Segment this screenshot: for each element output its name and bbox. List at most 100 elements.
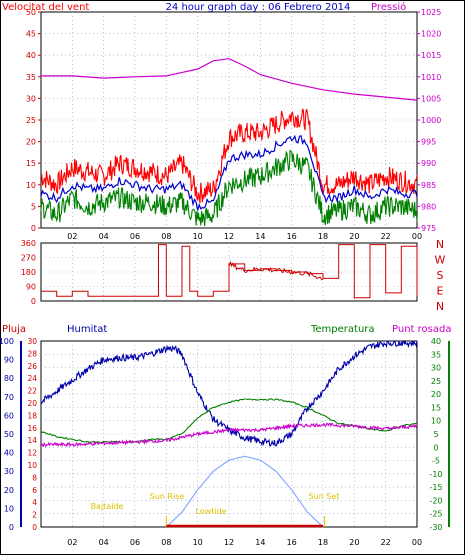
- tick-rain: 14: [27, 436, 37, 445]
- tick-rain: 16: [27, 424, 37, 433]
- tick-hour: 12: [224, 232, 234, 241]
- tick-rain: 18: [27, 411, 37, 420]
- tick-humidity: 0: [9, 523, 14, 532]
- tick-humidity: 80: [4, 374, 14, 383]
- tick-rain: 8: [32, 473, 37, 482]
- tick-temperature: 20: [431, 390, 441, 399]
- title-date: 24 hour graph day : 06 Febrero 2014: [166, 2, 351, 13]
- series-humidity: [40, 339, 418, 447]
- tick-temperature: -25: [429, 510, 442, 519]
- tick-rain: 26: [27, 362, 37, 371]
- tick-rain: 22: [27, 387, 37, 396]
- tick-hour: 02: [67, 232, 77, 241]
- compass-label: S: [437, 269, 444, 282]
- tick-wind-speed: 40: [26, 51, 36, 60]
- tick-hour: 10: [193, 232, 203, 241]
- tick-direction: 270: [21, 254, 36, 263]
- tick-rain: 28: [27, 349, 37, 358]
- tick-hour: 20: [349, 232, 359, 241]
- tick-humidity: 90: [4, 356, 14, 365]
- tick-rain: 10: [27, 461, 37, 470]
- tick-temperature: -15: [429, 483, 442, 492]
- tick-humidity: 60: [4, 411, 14, 420]
- series-wind-direction-detail: [228, 260, 324, 281]
- tick-wind-speed: 5: [31, 202, 36, 211]
- series-wind-min: [40, 149, 418, 227]
- compass-label: N: [436, 300, 444, 313]
- tick-pressure: 995: [421, 138, 436, 147]
- tick-hour: 18: [318, 232, 328, 241]
- tick-pressure: 980: [421, 202, 436, 211]
- tick-wind-speed: 20: [26, 138, 36, 147]
- tick-pressure: 990: [421, 159, 436, 168]
- tick-wind-speed: 50: [26, 8, 36, 17]
- series-wind-gust: [40, 108, 418, 204]
- tick-pressure: 985: [421, 181, 436, 190]
- tick-direction: 180: [21, 268, 36, 277]
- series-wind-avg: [40, 134, 418, 211]
- compass-label: N: [436, 238, 444, 251]
- tick-wind-speed: 45: [26, 30, 36, 39]
- tick-pressure: 1000: [421, 116, 441, 125]
- tick-hour-bottom: 02: [67, 538, 77, 547]
- tick-hour-bottom: 12: [224, 538, 234, 547]
- tick-temperature: -30: [429, 523, 442, 532]
- legend-pluja: Pluja: [2, 324, 26, 335]
- compass-label: W: [435, 254, 446, 267]
- tick-pressure: 1015: [421, 51, 441, 60]
- tick-hour-bottom: 08: [161, 538, 171, 547]
- tick-hour-bottom: 04: [99, 538, 109, 547]
- tick-temperature: 10: [431, 417, 441, 426]
- series-solar: [165, 455, 324, 528]
- label-lowtide: Lowtide: [195, 507, 226, 516]
- tick-hour-bottom: 10: [193, 538, 203, 547]
- tick-rain: 4: [32, 498, 37, 507]
- tick-wind-speed: 30: [26, 94, 36, 103]
- tick-hour-bottom: 14: [255, 538, 265, 547]
- tick-direction: 90: [26, 283, 36, 292]
- legend-temperatura: Temperatura: [310, 324, 375, 335]
- tick-hour-bottom: 20: [349, 538, 359, 547]
- tick-temperature: 15: [431, 403, 441, 412]
- tick-temperature: 35: [431, 350, 441, 359]
- label-hightide: Bajtalde: [91, 502, 124, 511]
- title-pressure: Pressió: [371, 1, 406, 13]
- tick-direction: 0: [31, 297, 36, 306]
- tick-labels: 0510152025303540455097598098599099510001…: [0, 8, 450, 547]
- series-wind-direction: [41, 244, 418, 299]
- tick-wind-speed: 10: [26, 181, 36, 190]
- tick-wind-speed: 15: [26, 159, 36, 168]
- title-wind: Velocitat del vent: [2, 2, 89, 13]
- series-dewpoint: [40, 422, 418, 448]
- tick-temperature: 5: [433, 430, 438, 439]
- tick-hour: 16: [287, 232, 297, 241]
- series-pressure: [41, 58, 418, 101]
- tick-humidity: 70: [4, 393, 14, 402]
- plot-marks: [40, 58, 418, 528]
- tick-pressure: 1005: [421, 94, 441, 103]
- tick-hour-bottom: 00: [412, 538, 422, 547]
- tick-temperature: 40: [431, 337, 441, 346]
- tick-humidity: 10: [4, 504, 14, 513]
- tick-rain: 30: [27, 337, 37, 346]
- tick-hour: 14: [255, 232, 265, 241]
- tick-humidity: 50: [4, 430, 14, 439]
- tick-hour-bottom: 06: [130, 538, 140, 547]
- tick-pressure: 1025: [421, 8, 441, 17]
- tick-rain: 0: [32, 523, 37, 532]
- tick-rain: 2: [32, 511, 37, 520]
- tick-hour-bottom: 22: [381, 538, 391, 547]
- tick-rain: 24: [27, 374, 37, 383]
- tick-rain: 12: [27, 449, 37, 458]
- compass-label: E: [437, 285, 444, 298]
- tick-temperature: 0: [433, 443, 438, 452]
- tick-pressure: 1020: [421, 30, 441, 39]
- tick-pressure: 1010: [421, 73, 441, 82]
- tick-humidity: 30: [4, 467, 14, 476]
- tick-wind-speed: 0: [31, 224, 36, 233]
- tick-rain: 6: [32, 486, 37, 495]
- tick-hour-bottom: 16: [287, 538, 297, 547]
- tick-temperature: 30: [431, 364, 441, 373]
